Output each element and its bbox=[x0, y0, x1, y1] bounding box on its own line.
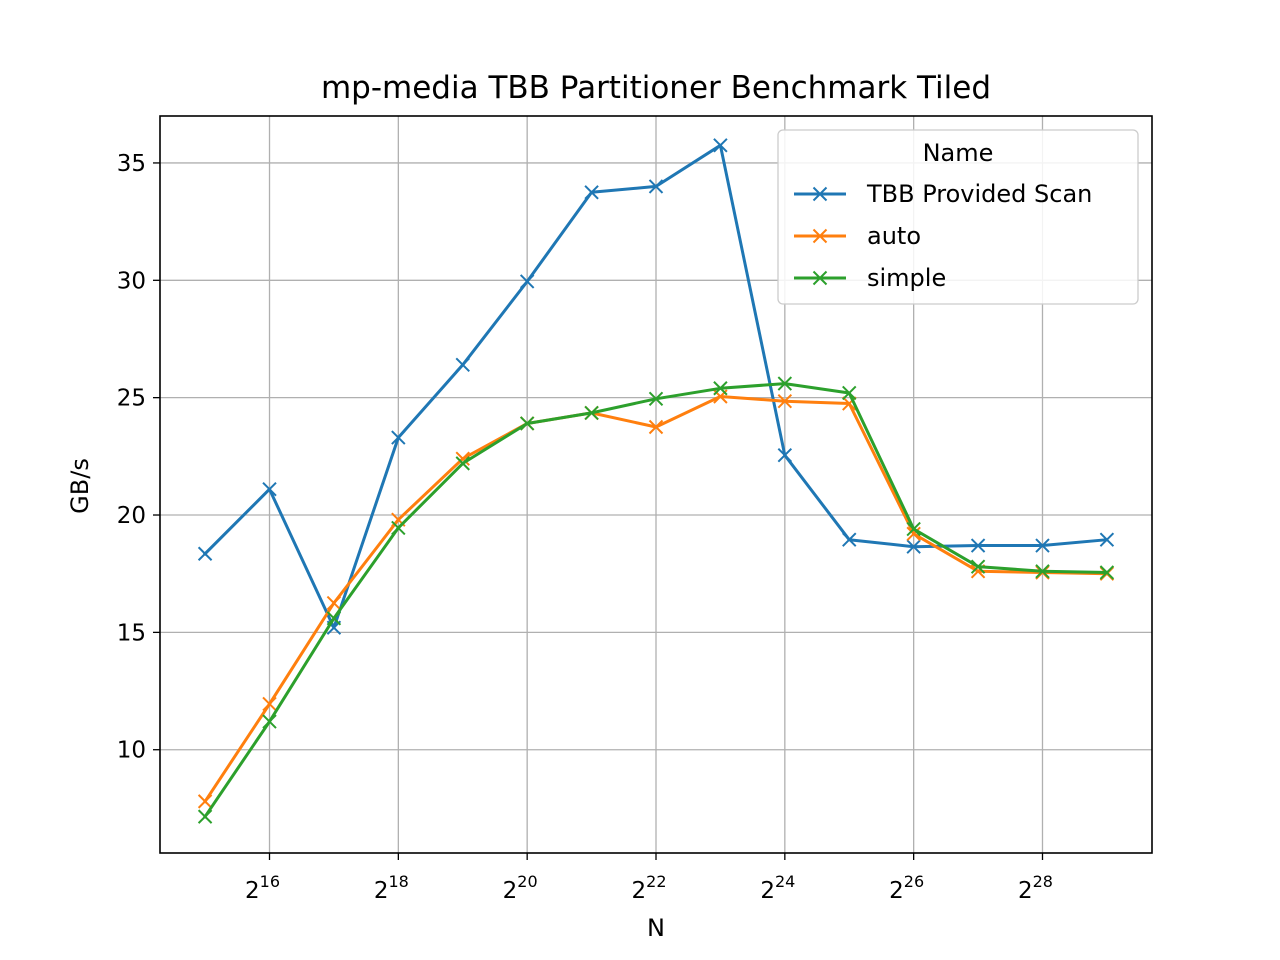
x-tick-label: 226 bbox=[889, 872, 924, 904]
x-tick-base: 2 bbox=[889, 878, 904, 904]
data-point bbox=[519, 274, 535, 289]
data-point bbox=[906, 539, 921, 554]
x-tick-base: 2 bbox=[1018, 878, 1033, 904]
data-point bbox=[197, 546, 213, 561]
data-point bbox=[713, 381, 728, 396]
data-point bbox=[326, 611, 342, 626]
data-point bbox=[455, 357, 470, 373]
y-tick-label: 20 bbox=[117, 503, 146, 529]
data-point bbox=[777, 447, 793, 463]
data-point bbox=[1099, 532, 1115, 547]
data-point bbox=[648, 391, 664, 407]
data-point bbox=[326, 595, 342, 611]
x-tick-label: 220 bbox=[503, 872, 538, 904]
data-point bbox=[262, 481, 277, 497]
x-tick-label: 218 bbox=[374, 872, 409, 904]
series-tbb-provided-scan bbox=[197, 138, 1115, 635]
legend-entry: auto bbox=[794, 222, 921, 250]
x-tick-label: 222 bbox=[632, 872, 667, 904]
x-tick-exponent: 26 bbox=[904, 872, 924, 891]
y-axis-label: GB/s bbox=[66, 458, 94, 514]
x-tick-label: 228 bbox=[1018, 872, 1053, 904]
legend-marker bbox=[812, 270, 828, 286]
data-point bbox=[584, 405, 599, 421]
x-tick-base: 2 bbox=[760, 878, 775, 904]
data-point bbox=[777, 393, 793, 409]
y-tick-label: 25 bbox=[117, 386, 146, 412]
legend-entry: simple bbox=[794, 264, 946, 292]
legend-marker bbox=[812, 228, 828, 244]
x-tick-label: 224 bbox=[760, 872, 795, 904]
data-point bbox=[1099, 565, 1115, 580]
y-tick-label: 35 bbox=[117, 151, 146, 177]
legend-entries: TBB Provided Scan auto simple bbox=[794, 180, 1092, 292]
x-tick-exponent: 18 bbox=[388, 872, 408, 891]
data-point bbox=[1035, 538, 1050, 553]
legend-label: simple bbox=[867, 264, 946, 292]
data-point bbox=[455, 451, 470, 466]
data-point bbox=[906, 521, 921, 537]
data-point bbox=[648, 419, 664, 435]
x-axis-label: N bbox=[647, 914, 665, 942]
x-tick-exponent: 24 bbox=[775, 872, 795, 891]
x-tick-exponent: 28 bbox=[1033, 872, 1053, 891]
data-point bbox=[391, 430, 406, 445]
y-tick-label: 30 bbox=[117, 268, 146, 294]
x-tick-exponent: 20 bbox=[517, 872, 537, 891]
data-point bbox=[970, 538, 986, 553]
x-tick-base: 2 bbox=[632, 878, 647, 904]
chart-title: mp-media TBB Partitioner Benchmark Tiled bbox=[321, 70, 991, 106]
data-point bbox=[197, 809, 213, 824]
legend-box bbox=[777, 129, 1139, 305]
data-point bbox=[262, 714, 277, 729]
series-simple bbox=[197, 376, 1115, 824]
data-point bbox=[842, 532, 857, 547]
data-point bbox=[197, 794, 213, 809]
data-point bbox=[262, 696, 277, 712]
data-point bbox=[906, 526, 921, 541]
x-tick-base: 2 bbox=[245, 878, 260, 904]
x-tick-label: 216 bbox=[245, 872, 280, 904]
data-point bbox=[519, 416, 535, 431]
data-point bbox=[1035, 564, 1050, 579]
legend-label: TBB Provided Scan bbox=[866, 180, 1092, 208]
y-tick-label: 15 bbox=[117, 620, 146, 646]
legend-marker bbox=[812, 186, 828, 202]
data-point bbox=[391, 520, 406, 536]
data-point bbox=[777, 376, 793, 391]
data-point bbox=[584, 185, 599, 200]
x-tick-base: 2 bbox=[374, 878, 389, 904]
data-point bbox=[648, 179, 664, 194]
y-tick-label: 10 bbox=[117, 738, 146, 764]
data-point bbox=[970, 559, 986, 574]
data-point bbox=[455, 456, 470, 471]
legend-label: auto bbox=[867, 222, 921, 250]
data-point bbox=[713, 138, 728, 153]
series-layer bbox=[197, 138, 1115, 824]
legend-title: Name bbox=[923, 139, 994, 167]
x-tick-exponent: 22 bbox=[646, 872, 666, 891]
data-point bbox=[842, 385, 857, 401]
x-tick-base: 2 bbox=[503, 878, 518, 904]
legend: Name TBB Provided Scan auto simple bbox=[777, 129, 1139, 305]
legend-entry: TBB Provided Scan bbox=[794, 180, 1092, 208]
x-tick-exponent: 16 bbox=[260, 872, 280, 891]
